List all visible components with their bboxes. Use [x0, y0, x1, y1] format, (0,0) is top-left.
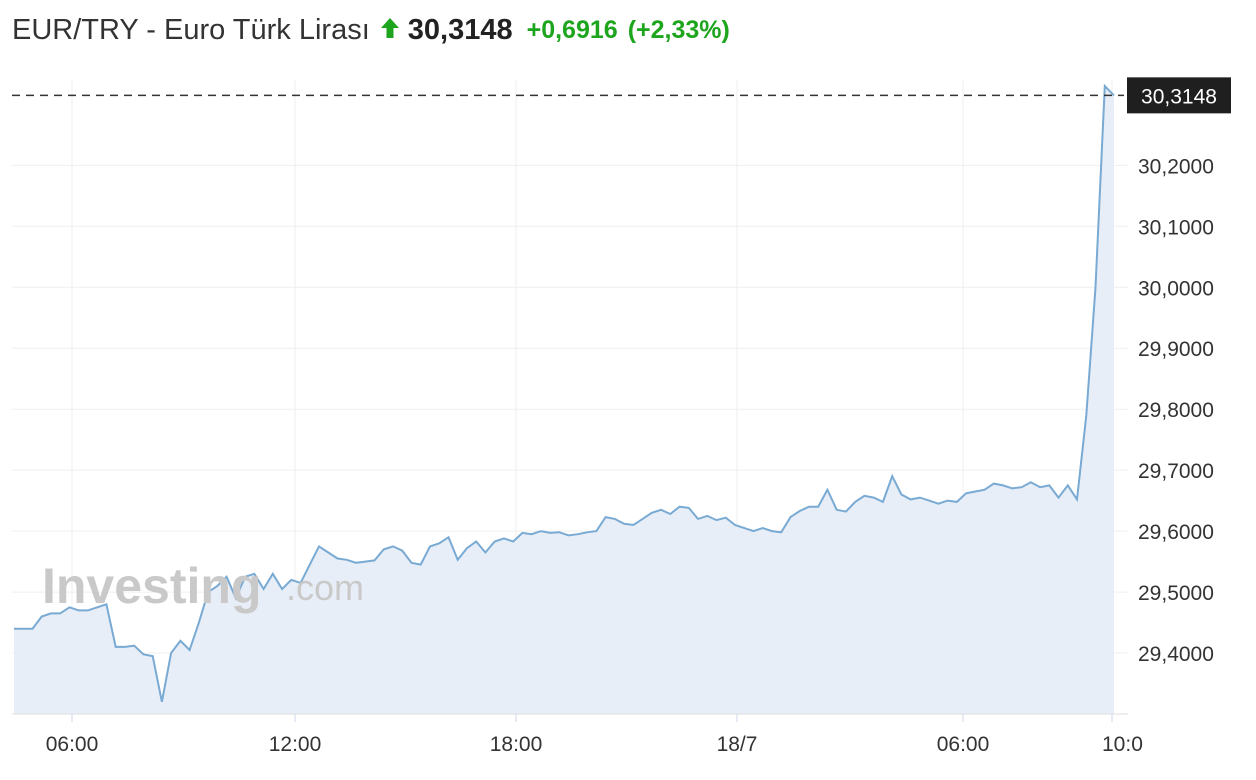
- x-tick-label: 06:00: [46, 733, 99, 756]
- watermark-suffix: .com: [286, 567, 364, 608]
- price-area: [14, 86, 1114, 715]
- price-change: +0,6916: [526, 15, 618, 44]
- last-price-label: 30,3148: [1127, 77, 1231, 114]
- instrument-title: EUR/TRY - Euro Türk Lirası: [12, 13, 370, 46]
- x-tick-label: 12:00: [269, 733, 322, 756]
- y-tick-label: 29,4000: [1138, 643, 1214, 666]
- x-axis: 06:00 12:00 18:00 18/7 06:00 10:0: [46, 714, 1143, 756]
- last-price-label-text: 30,3148: [1141, 85, 1217, 108]
- price-line[interactable]: [14, 83, 1115, 702]
- y-tick-label: 29,5000: [1138, 582, 1214, 605]
- y-tick-label: 29,7000: [1138, 460, 1214, 483]
- x-tick-label: 06:00: [937, 733, 990, 756]
- quote-header: EUR/TRY - Euro Türk Lirası 30,3148 +0,69…: [12, 10, 730, 50]
- x-tick-label: 18:00: [490, 733, 543, 756]
- y-tick-label: 30,2000: [1138, 155, 1214, 178]
- last-price: 30,3148: [407, 13, 513, 46]
- y-tick-label: 30,1000: [1138, 216, 1214, 239]
- price-change-percent: (+2,33%): [627, 15, 730, 44]
- x-tick-label: 18/7: [717, 733, 758, 756]
- up-arrow-icon: [380, 17, 400, 44]
- price-chart[interactable]: Investing .com 29,4000 29,5000 29,6000 29,7…: [0, 60, 1256, 780]
- watermark-brand: Investing: [42, 558, 261, 614]
- y-axis: 29,4000 29,5000 29,6000 29,7000 29,8000 29,90…: [1138, 155, 1214, 666]
- y-tick-label: 30,0000: [1138, 277, 1214, 300]
- watermark: Investing .com: [42, 558, 364, 614]
- x-tick-label: 10:0: [1102, 733, 1143, 756]
- horizontal-grid: [12, 164, 1128, 654]
- y-tick-label: 29,6000: [1138, 521, 1214, 544]
- y-tick-label: 29,9000: [1138, 338, 1214, 361]
- y-tick-label: 29,8000: [1138, 399, 1214, 422]
